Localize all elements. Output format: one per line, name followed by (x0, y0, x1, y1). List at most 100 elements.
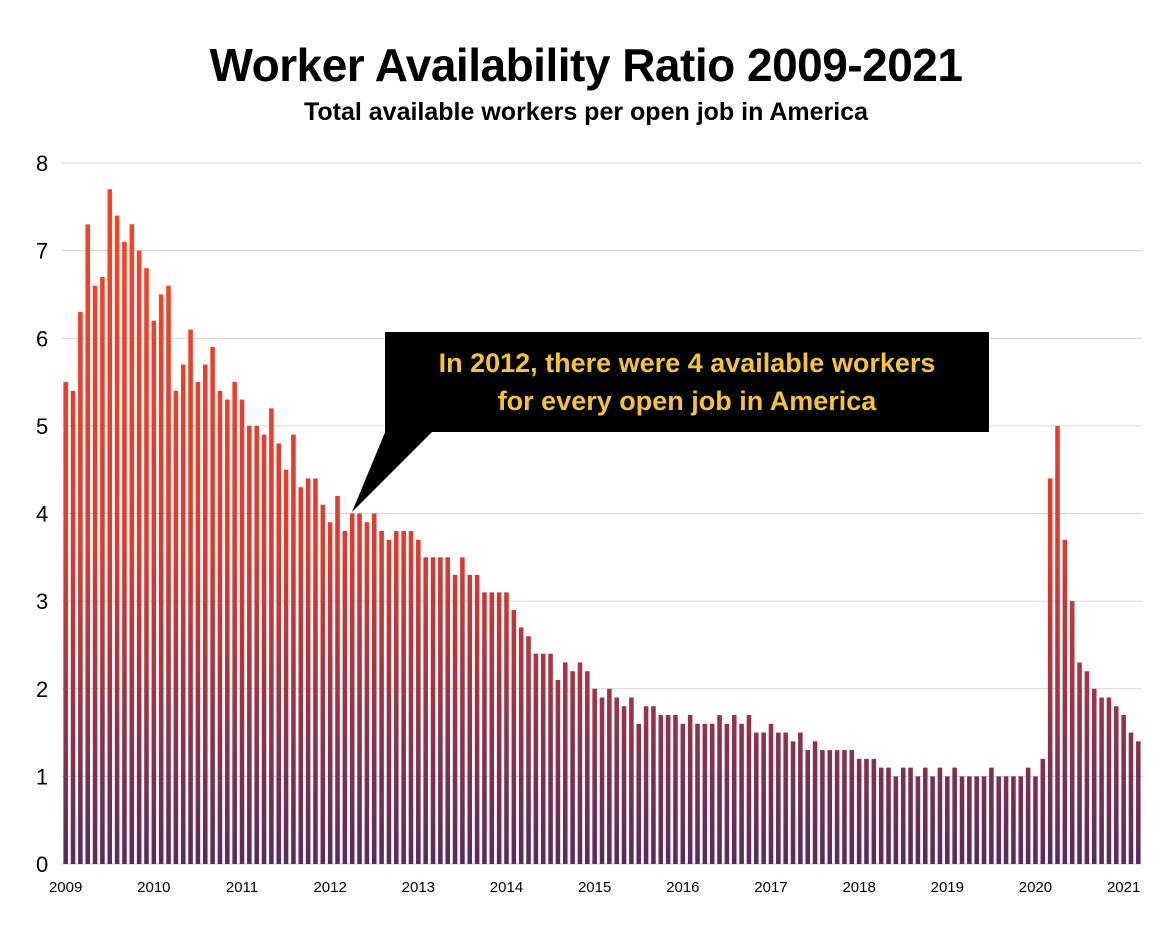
bar (886, 767, 891, 864)
callout-line-1: In 2012, there were 4 available workers (438, 348, 936, 378)
bar (232, 382, 237, 864)
y-tick-label: 7 (36, 239, 48, 264)
bar (320, 504, 326, 864)
y-tick-label: 1 (36, 764, 48, 789)
x-tick-label: 2009 (49, 879, 82, 896)
bar (158, 294, 164, 864)
bar (1114, 706, 1119, 864)
bar (1062, 539, 1068, 864)
bar (526, 636, 531, 864)
bar (871, 758, 877, 864)
bar (430, 557, 436, 864)
bar (107, 189, 113, 865)
bar (195, 382, 201, 864)
bar (166, 285, 171, 864)
bar (989, 767, 994, 864)
bar (1003, 776, 1009, 865)
x-tick-label: 2010 (137, 879, 170, 896)
bar (864, 758, 869, 864)
bar (776, 732, 781, 864)
bar (937, 767, 943, 864)
bar (952, 767, 957, 864)
bar (401, 531, 406, 864)
bar (1011, 776, 1016, 865)
bar (959, 776, 965, 865)
bar (643, 706, 649, 864)
bar (607, 688, 612, 864)
bar (504, 592, 509, 864)
bar (592, 688, 597, 864)
bar (1099, 697, 1104, 864)
bar (408, 531, 414, 864)
bar (114, 215, 120, 864)
bar (1136, 741, 1141, 864)
bar (577, 662, 583, 864)
bar (371, 513, 377, 864)
bar (724, 723, 730, 864)
x-tick-label: 2020 (1019, 879, 1052, 896)
bar (225, 399, 230, 864)
x-tick-label: 2019 (931, 879, 964, 896)
bar (673, 715, 678, 864)
bar (548, 653, 553, 864)
callout-pointer (352, 430, 434, 512)
bar (1106, 697, 1112, 864)
bar (335, 495, 340, 864)
bar (364, 522, 370, 864)
bar (945, 776, 950, 865)
bar (445, 557, 450, 864)
bar (394, 531, 399, 864)
bar (621, 706, 627, 864)
bar (452, 574, 458, 864)
bar (180, 364, 186, 864)
bar (1077, 662, 1082, 864)
bar (812, 741, 818, 864)
bar (1047, 478, 1053, 864)
bar (474, 574, 480, 864)
y-tick-label: 6 (36, 326, 48, 351)
bar (967, 776, 972, 865)
chart-title: Worker Availability Ratio 2009-2021 (209, 39, 963, 91)
bar (210, 347, 215, 864)
bar (1069, 601, 1075, 865)
callout-line-2: for every open job in America (497, 386, 877, 416)
bar (460, 557, 465, 864)
bar (269, 408, 274, 864)
bar (305, 478, 311, 864)
bar (930, 776, 935, 865)
bar (291, 434, 296, 864)
bar (827, 750, 833, 864)
bar (739, 723, 744, 864)
x-tick-label: 2013 (402, 879, 435, 896)
bar (261, 434, 267, 864)
chart-subtitle: Total available workers per open job in … (303, 98, 869, 126)
bar (540, 653, 546, 864)
bar (92, 285, 98, 864)
bar (695, 723, 700, 864)
bar (467, 574, 473, 864)
bar (349, 513, 355, 864)
bar (754, 732, 759, 864)
bar (129, 224, 135, 865)
bar (636, 723, 642, 864)
bar (1128, 732, 1134, 864)
x-tick-label: 2017 (754, 879, 787, 896)
bar (298, 487, 304, 864)
y-tick-label: 0 (36, 852, 48, 877)
bar (562, 662, 568, 864)
bar (276, 443, 282, 864)
bar (599, 697, 605, 864)
bar (1033, 776, 1038, 865)
bar (893, 776, 899, 865)
bar (805, 750, 810, 864)
bar (680, 723, 686, 864)
bar (239, 399, 245, 864)
bar (614, 697, 619, 864)
bar (783, 732, 788, 864)
y-tick-label: 8 (36, 151, 48, 176)
y-tick-label: 3 (36, 589, 48, 614)
bar (974, 776, 979, 865)
bar (78, 311, 83, 865)
bar (834, 750, 840, 864)
